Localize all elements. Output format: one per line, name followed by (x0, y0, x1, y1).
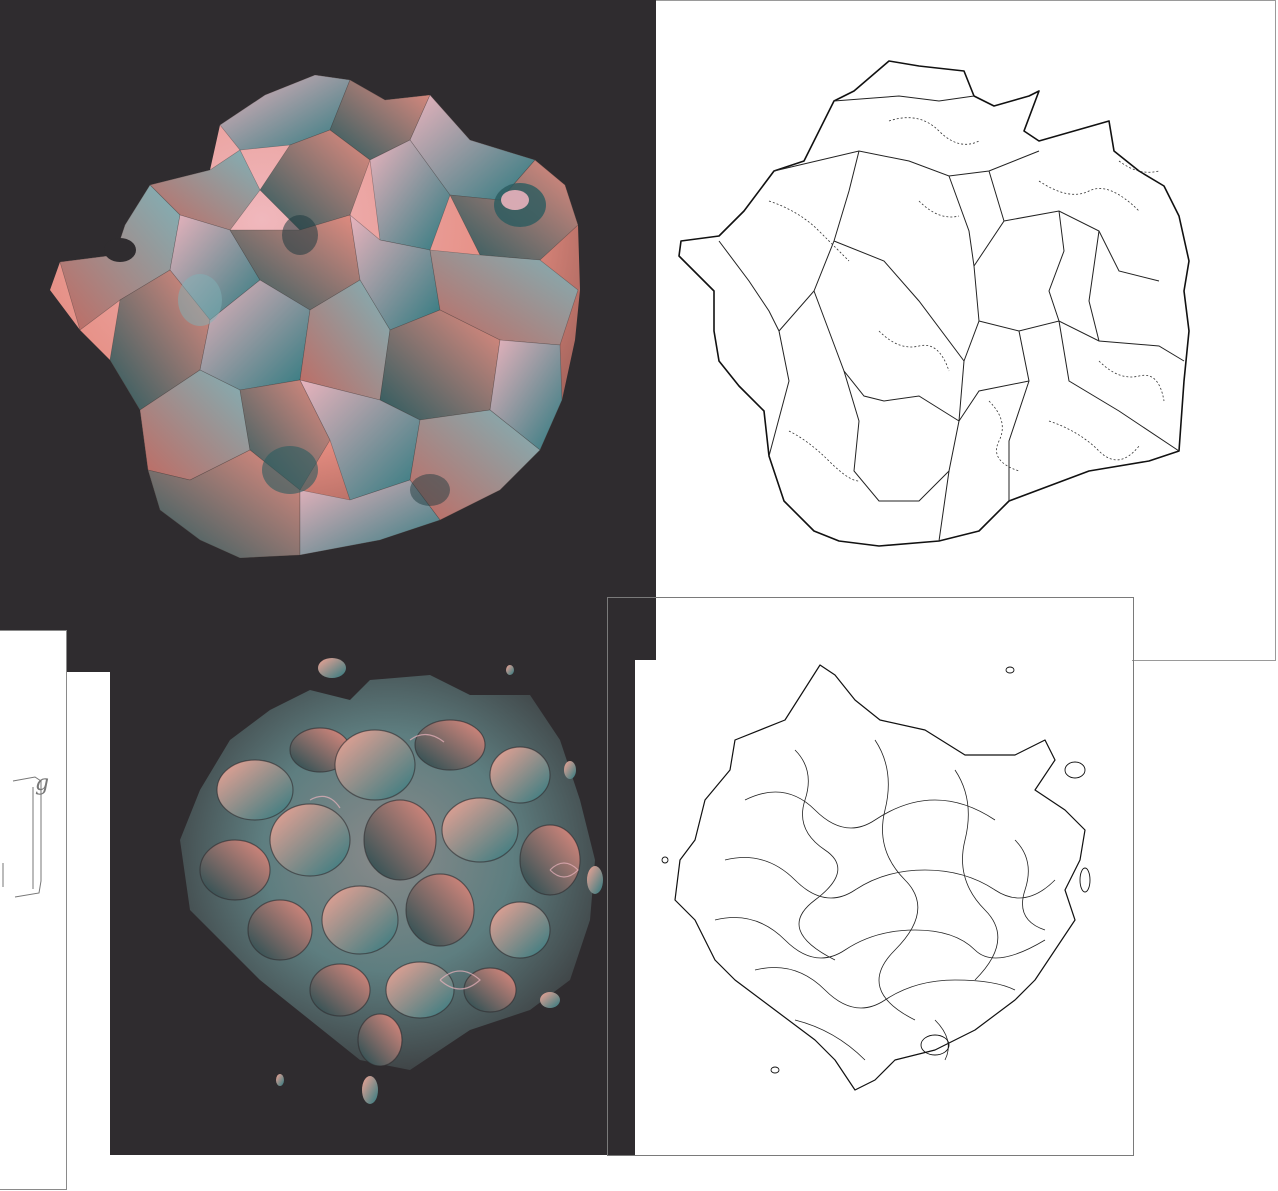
render-blob-bottom (110, 600, 635, 1155)
sheet-panel-bottom-left: g (0, 630, 67, 1190)
edge-drawing-top (619, 1, 1277, 662)
edge-drawing-frame-bottom (607, 597, 1134, 1156)
render-panel-bottom (110, 600, 635, 1155)
inner-edges-top (719, 96, 1184, 541)
outline-top (679, 61, 1189, 546)
handwritten-bracket (0, 631, 68, 1191)
render-panel-top (0, 0, 656, 672)
handwritten-superscript: g (35, 771, 49, 796)
edge-drawing-panel-top (618, 0, 1276, 661)
render-blob-top (0, 0, 656, 672)
texture-edges-top (769, 118, 1164, 481)
